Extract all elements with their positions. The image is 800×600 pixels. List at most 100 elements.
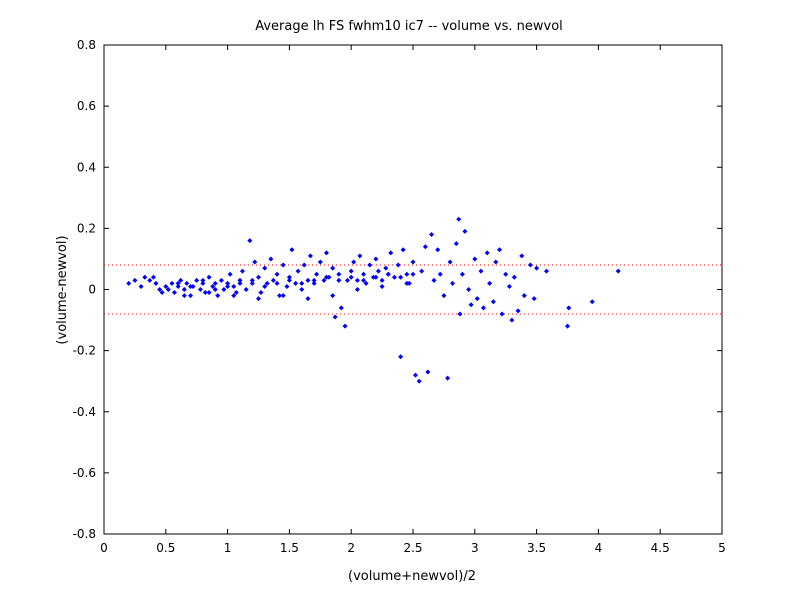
y-tick-label: -0.8 <box>73 527 96 541</box>
data-point <box>284 283 290 289</box>
x-tick-label: 3 <box>471 541 479 555</box>
data-point <box>459 271 465 277</box>
data-point <box>247 238 253 244</box>
data-point <box>478 268 484 274</box>
data-point <box>531 296 537 302</box>
data-point <box>188 293 194 299</box>
data-point <box>311 277 317 283</box>
data-point <box>225 283 231 289</box>
x-tick-label: 0.5 <box>156 541 175 555</box>
data-point <box>543 268 549 274</box>
data-point <box>206 290 212 296</box>
data-point <box>200 277 206 283</box>
data-point <box>323 250 329 256</box>
data-point <box>286 277 292 283</box>
data-point <box>342 323 348 329</box>
plot-frame <box>103 44 723 535</box>
data-point <box>373 274 379 280</box>
data-point <box>157 287 163 292</box>
data-point <box>280 293 286 299</box>
data-point <box>404 271 410 277</box>
data-point <box>289 247 295 253</box>
data-point <box>521 293 527 299</box>
data-point <box>258 290 264 296</box>
data-point <box>280 262 286 268</box>
data-point <box>231 283 237 289</box>
data-point <box>490 299 496 305</box>
data-point <box>357 253 363 259</box>
data-point <box>256 274 261 280</box>
data-point <box>589 299 595 305</box>
data-point <box>361 271 367 277</box>
data-point <box>398 274 404 280</box>
data-point <box>375 268 381 274</box>
data-point <box>487 280 493 286</box>
data-point <box>431 277 437 283</box>
data-point <box>474 296 480 302</box>
data-point <box>419 268 425 274</box>
data-point <box>457 311 463 317</box>
data-point <box>274 271 280 277</box>
data-point <box>336 277 342 283</box>
data-point <box>243 287 249 292</box>
data-point <box>159 290 165 296</box>
y-tick-label: -0.6 <box>73 466 96 480</box>
data-point <box>293 280 299 286</box>
y-tick-label: 0.6 <box>77 99 96 113</box>
data-point <box>348 268 354 274</box>
data-point <box>178 277 184 283</box>
data-point <box>171 290 177 296</box>
data-point <box>338 305 344 311</box>
data-point <box>165 287 171 292</box>
data-point <box>527 262 533 268</box>
data-point <box>348 274 354 280</box>
data-point <box>169 280 175 286</box>
data-point <box>400 247 406 253</box>
x-tick-label: 5 <box>718 541 726 555</box>
data-point <box>212 287 218 292</box>
data-point <box>184 280 190 286</box>
data-point <box>416 378 422 384</box>
data-point <box>225 280 231 286</box>
data-point <box>277 293 283 299</box>
data-point <box>200 280 206 286</box>
data-point <box>534 265 540 271</box>
data-point <box>435 247 441 253</box>
data-point <box>249 277 255 283</box>
data-point <box>202 290 208 296</box>
data-point <box>468 302 474 308</box>
data-point <box>274 280 280 286</box>
data-point <box>194 277 200 283</box>
data-point <box>354 287 360 292</box>
data-point <box>566 305 572 311</box>
data-point <box>286 274 292 280</box>
x-tick-label: 4.5 <box>651 541 670 555</box>
data-point <box>239 268 245 274</box>
data-point <box>379 277 385 283</box>
data-point <box>332 314 338 320</box>
data-point <box>262 265 268 271</box>
x-tick-label: 4 <box>595 541 603 555</box>
data-point <box>262 283 268 289</box>
data-point <box>206 274 212 280</box>
y-axis-label: (volume-newvol) <box>55 235 70 344</box>
data-point <box>410 271 416 277</box>
data-point <box>153 280 159 286</box>
data-point <box>509 317 515 323</box>
data-point <box>497 247 503 253</box>
data-point <box>301 262 307 268</box>
data-point <box>231 293 237 299</box>
data-point <box>391 274 397 280</box>
data-point <box>311 280 317 286</box>
data-point <box>361 277 367 283</box>
data-point <box>363 280 369 286</box>
data-point <box>398 354 404 360</box>
data-point <box>249 280 255 286</box>
data-point <box>233 290 239 296</box>
data-point <box>175 280 181 286</box>
data-point <box>503 271 509 277</box>
data-point <box>237 277 243 283</box>
data-point <box>410 259 416 265</box>
